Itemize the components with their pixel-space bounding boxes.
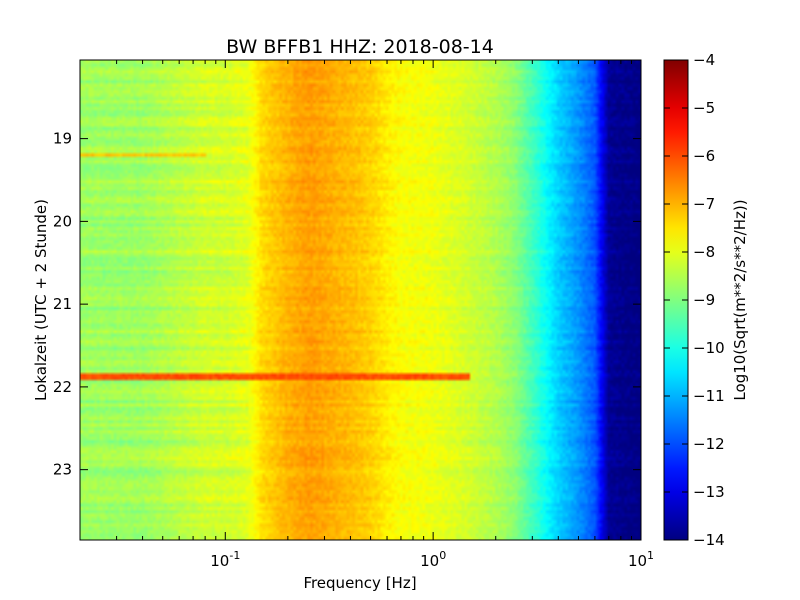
x-axis-ticks: 10-1 100 101 bbox=[79, 60, 654, 570]
x-tick-label-base: 10 bbox=[628, 552, 647, 570]
y-tick-label: 23 bbox=[53, 461, 72, 479]
colorbar-tick-label: −13 bbox=[693, 483, 725, 501]
heatmap-area bbox=[79, 59, 642, 541]
x-axis-label: Frequency [Hz] bbox=[303, 574, 416, 592]
colorbar-tick-label: −4 bbox=[693, 51, 715, 69]
plot-frame bbox=[79, 59, 642, 541]
colorbar: −4 −5 −6 −7 −8 −9 −10 −11 −12 −13 −14 Log10(Sqrt(m… bbox=[663, 51, 749, 549]
spectrogram-heatmap bbox=[80, 60, 641, 540]
y-axis-ticks: 19 20 21 22 23 bbox=[53, 130, 641, 479]
chart-title: BW BFFB1 HHZ: 2018-08-14 bbox=[226, 36, 494, 58]
y-axis-label: Lokalzeit (UTC + 2 Stunde) bbox=[32, 199, 50, 401]
x-tick-label-exponent: 0 bbox=[439, 549, 446, 562]
y-tick-label: 20 bbox=[53, 212, 72, 230]
x-tick-label-exponent: 1 bbox=[647, 549, 654, 562]
colorbar-tick-label: −11 bbox=[693, 387, 725, 405]
y-tick-label: 21 bbox=[53, 295, 72, 313]
x-tick-label-exponent: -1 bbox=[229, 549, 240, 562]
y-tick-label: 22 bbox=[53, 378, 72, 396]
colorbar-tick-label: −12 bbox=[693, 435, 725, 453]
colorbar-ticks: −4 −5 −6 −7 −8 −9 −10 −11 −12 −13 −14 bbox=[664, 51, 725, 549]
x-tick-label-base: 10 bbox=[210, 552, 229, 570]
x-tick-label-base: 10 bbox=[420, 552, 439, 570]
colorbar-label: Log10(Sqrt(m**2/s**2/Hz)) bbox=[731, 199, 749, 400]
x-tick-label: 10-1 bbox=[210, 549, 240, 570]
y-tick-label: 19 bbox=[53, 130, 72, 148]
colorbar-tick-label: −8 bbox=[693, 243, 715, 261]
colorbar-tick-label: −5 bbox=[693, 99, 715, 117]
colorbar-tick-label: −9 bbox=[693, 291, 715, 309]
colorbar-tick-label: −10 bbox=[693, 339, 725, 357]
x-tick-label: 100 bbox=[420, 549, 446, 570]
colorbar-tick-label: −7 bbox=[693, 195, 715, 213]
colorbar-tick-label: −14 bbox=[693, 531, 725, 549]
x-tick-label: 101 bbox=[628, 549, 654, 570]
colorbar-tick-label: −6 bbox=[693, 147, 715, 165]
